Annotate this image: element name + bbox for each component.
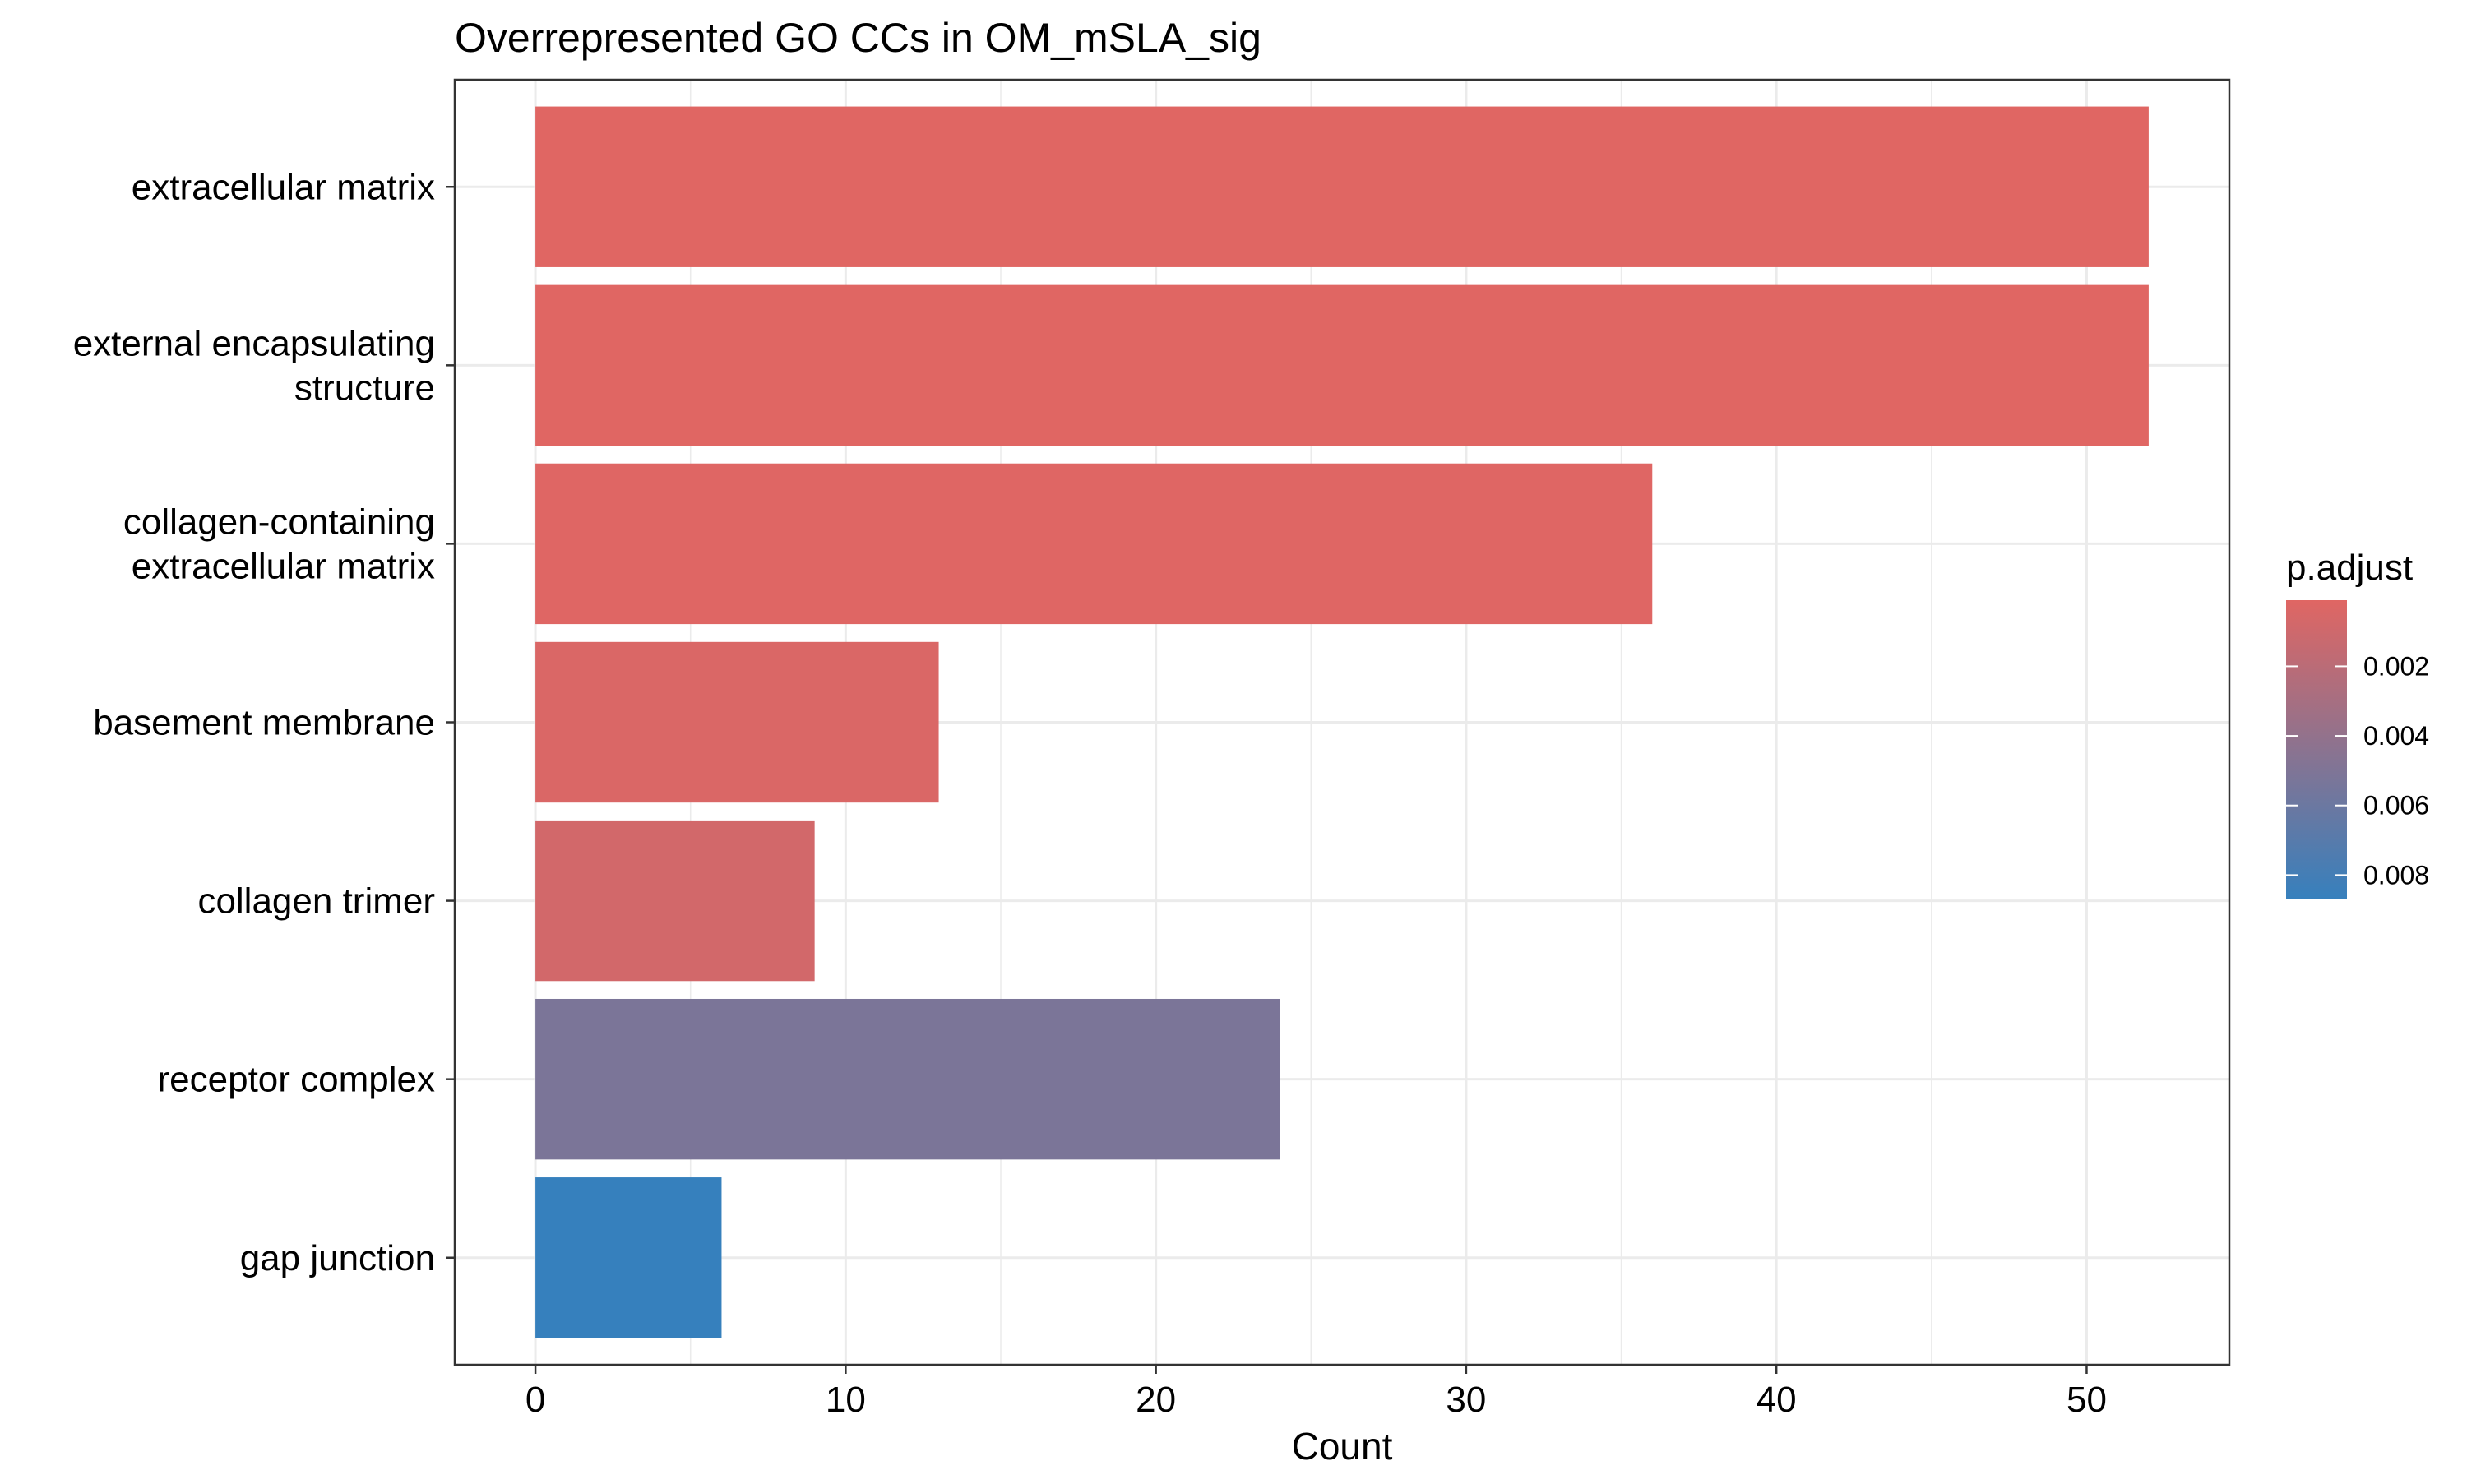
y-tick-label: collagen-containing extracellular matrix bbox=[123, 502, 435, 586]
colorbar-tick-label: 0.006 bbox=[2363, 791, 2429, 821]
x-axis-title: Count bbox=[1292, 1425, 1393, 1468]
x-tick-label: 30 bbox=[1446, 1380, 1486, 1420]
y-tick-label-line: extracellular matrix bbox=[132, 546, 435, 586]
y-tick-label: basement membrane bbox=[93, 703, 435, 743]
y-tick-label: receptor complex bbox=[158, 1060, 435, 1100]
y-axis: extracellular matrix external encapsulati… bbox=[73, 167, 455, 1278]
colorbar-tick-label: 0.002 bbox=[2363, 651, 2429, 681]
y-tick-label-line: collagen trimer bbox=[197, 881, 435, 922]
x-tick-label: 10 bbox=[826, 1380, 866, 1420]
color-legend: p.adjust 0.002 0.004 0.006 0.008 bbox=[2286, 548, 2429, 899]
x-tick-label: 50 bbox=[2067, 1380, 2107, 1420]
y-tick-label-line: structure bbox=[294, 368, 435, 408]
y-tick-label-line: receptor complex bbox=[158, 1060, 435, 1100]
colorbar bbox=[2286, 600, 2347, 899]
legend-title: p.adjust bbox=[2286, 548, 2413, 588]
colorbar-tick-label: 0.004 bbox=[2363, 721, 2429, 751]
y-tick-label-line: external encapsulating bbox=[73, 323, 435, 363]
x-tick-label: 20 bbox=[1136, 1380, 1176, 1420]
bar bbox=[535, 998, 1280, 1160]
y-tick-label: external encapsulating structure bbox=[73, 323, 435, 408]
y-tick-label-line: extracellular matrix bbox=[132, 167, 435, 207]
y-tick-label: collagen trimer bbox=[197, 881, 435, 922]
bar bbox=[535, 820, 815, 982]
bar bbox=[535, 1177, 722, 1338]
bar bbox=[535, 463, 1653, 625]
y-tick-label: gap junction bbox=[240, 1238, 435, 1278]
colorbar-tick-label: 0.008 bbox=[2363, 860, 2429, 890]
y-tick-label-line: gap junction bbox=[240, 1238, 435, 1278]
bar bbox=[535, 641, 939, 803]
chart-title: Overrepresented GO CCs in OM_mSLA_sig bbox=[455, 15, 1261, 61]
bars bbox=[535, 106, 2149, 1338]
bar bbox=[535, 106, 2149, 267]
x-tick-label: 40 bbox=[1757, 1380, 1797, 1420]
y-tick-label-line: basement membrane bbox=[93, 703, 435, 743]
bar bbox=[535, 284, 2149, 446]
x-axis: 0 10 20 30 40 50 bbox=[525, 1365, 2107, 1420]
y-tick-label: extracellular matrix bbox=[132, 167, 435, 207]
x-tick-label: 0 bbox=[525, 1380, 545, 1420]
y-tick-label-line: collagen-containing bbox=[123, 502, 435, 542]
